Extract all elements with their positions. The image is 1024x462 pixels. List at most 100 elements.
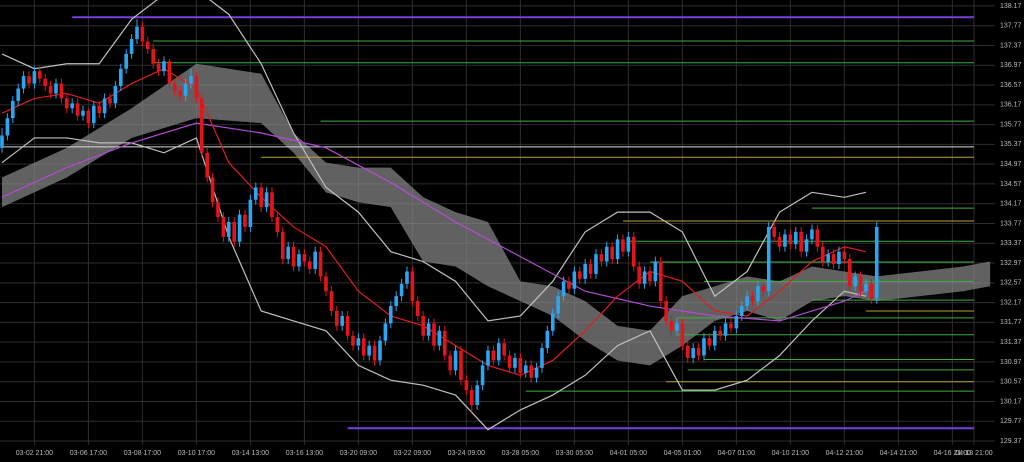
candle-body [594, 254, 598, 274]
candle-body [329, 291, 334, 312]
candle-body [108, 98, 112, 104]
candle-body [621, 239, 625, 252]
x-tick-label: 03-28 05:00 [502, 450, 539, 457]
candle-body [815, 229, 820, 247]
candle-body [491, 350, 496, 361]
candle-body [383, 323, 388, 341]
candle-body [837, 251, 841, 265]
candle-body [97, 105, 101, 114]
candle-body [853, 276, 857, 287]
candle-body [415, 301, 420, 316]
candle-body [102, 98, 107, 114]
candle-body [64, 98, 69, 109]
candle-body [777, 236, 782, 247]
candle-body [669, 320, 674, 331]
y-tick-label: 136.57 [1000, 82, 1022, 89]
candle-body [162, 61, 166, 72]
x-tick-label: 04-12 21:00 [826, 450, 863, 457]
candle-body [253, 187, 258, 200]
candle-body [405, 271, 409, 284]
candle-body [183, 83, 188, 96]
candle-body [194, 76, 199, 99]
candle-body [675, 323, 679, 331]
candle-body [820, 246, 825, 262]
y-tick-label: 136.17 [1000, 102, 1022, 109]
candle-body [178, 90, 182, 96]
candle-body [318, 251, 323, 277]
x-tick-label: 03-14 13:00 [232, 450, 269, 457]
candle-body [156, 63, 161, 72]
candle-body [243, 214, 247, 227]
candle-body [804, 239, 809, 252]
candle-body [75, 103, 80, 116]
candle-body [172, 83, 177, 91]
candle-body [799, 231, 803, 252]
candle-body [361, 338, 366, 356]
candle-body [858, 276, 863, 292]
candle-body [124, 53, 128, 69]
candle-body [658, 261, 663, 302]
candle-body [313, 251, 317, 269]
candle-body [831, 254, 836, 265]
candle-body [642, 271, 647, 284]
candle-body [610, 246, 614, 260]
candle-body [432, 323, 436, 346]
y-tick-label: 131.37 [1000, 339, 1022, 346]
plot-area [0, 0, 995, 445]
candle-body [340, 315, 344, 326]
candle-body [232, 222, 236, 242]
candle-body [297, 254, 301, 267]
candle-body [345, 315, 350, 336]
candle-body [140, 26, 145, 42]
candle-body [118, 68, 123, 87]
candle-body [0, 135, 4, 148]
candle-body [577, 271, 582, 279]
candle-body [783, 234, 787, 247]
candle-body [685, 345, 690, 358]
candle-body [459, 350, 463, 381]
candle-body [826, 254, 830, 262]
candle-body [426, 323, 431, 336]
candle-body [16, 88, 20, 101]
candle-body [561, 281, 566, 297]
candle-body [664, 301, 668, 321]
candle-body [135, 26, 139, 40]
candle-body [793, 231, 798, 245]
candle-body [583, 264, 587, 279]
candle-body [529, 365, 533, 378]
x-tick-label: 03-20 09:00 [340, 450, 377, 457]
candle-body [307, 261, 312, 269]
x-tick-label: 04-01 05:00 [610, 450, 647, 457]
candle-body [729, 323, 733, 329]
candle-body [113, 86, 118, 104]
candle-body [275, 217, 280, 232]
candle-body [5, 118, 10, 136]
candle-body [21, 76, 26, 89]
candle-body [766, 226, 771, 292]
candle-body [351, 335, 355, 346]
indicator-line [1, 137, 867, 431]
candle-body [874, 226, 879, 299]
candle-body [237, 214, 242, 242]
candle-body [691, 348, 695, 358]
candle-body [847, 259, 852, 287]
y-tick-label: 133.77 [1000, 220, 1022, 227]
candle-body [637, 266, 641, 284]
y-tick-label: 129.37 [1000, 438, 1022, 445]
y-tick-label: 136.97 [1000, 62, 1022, 69]
candle-body [205, 152, 209, 178]
candle-body [54, 83, 58, 94]
candle-body [394, 296, 398, 307]
y-tick-label: 138.17 [1000, 3, 1022, 10]
candle-body [199, 98, 204, 153]
candle-body [270, 192, 274, 218]
candle-body [513, 357, 517, 368]
x-tick-label: 03-08 17:00 [124, 450, 161, 457]
candle-body [761, 286, 766, 292]
candle-body [302, 254, 307, 262]
candle-body [286, 246, 290, 260]
x-tick-label: 04-16 21:00 [934, 450, 971, 457]
candle-body [59, 83, 64, 99]
